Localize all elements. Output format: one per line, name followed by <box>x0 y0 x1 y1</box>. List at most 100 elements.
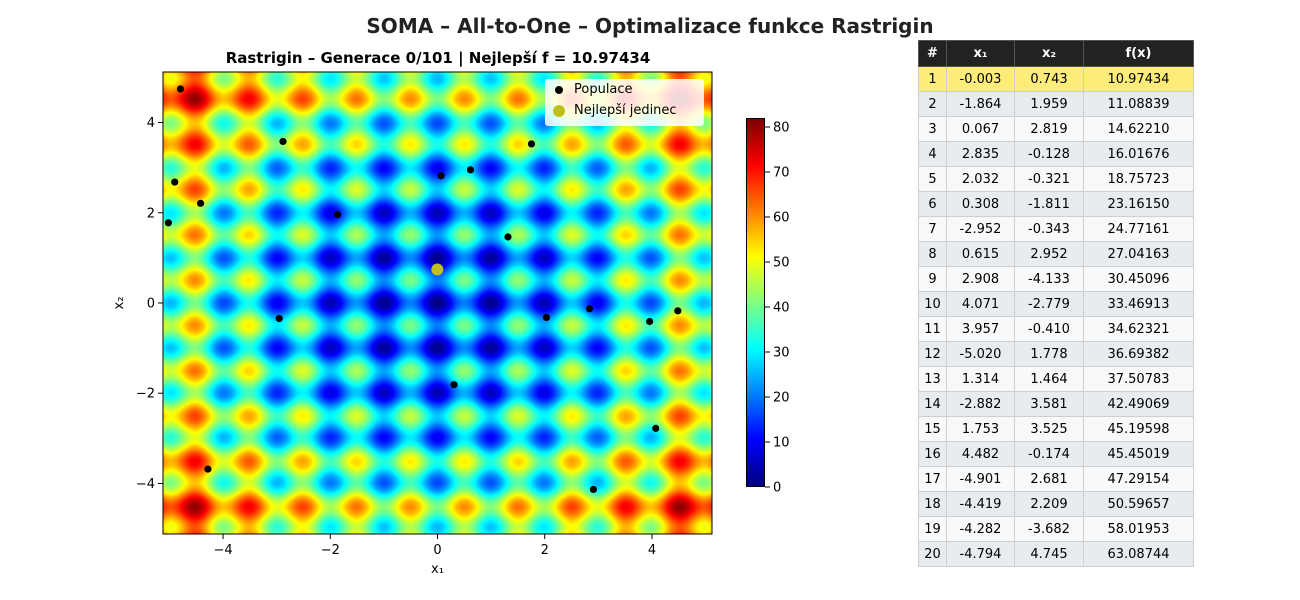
cell-index: 3 <box>918 116 947 142</box>
cell-index: 14 <box>918 391 947 417</box>
cell-x2: 1.959 <box>1014 91 1084 117</box>
table-row: 14 -2.882 3.581 42.49069 <box>918 391 1194 417</box>
table-row: 19 -4.282 -3.682 58.01953 <box>918 516 1194 542</box>
table-row: 13 1.314 1.464 37.50783 <box>918 366 1194 392</box>
cell-fx: 42.49069 <box>1083 391 1194 417</box>
table-row: 2 -1.864 1.959 11.08839 <box>918 91 1194 117</box>
cell-x1: 2.835 <box>946 141 1015 167</box>
cell-fx: 58.01953 <box>1083 516 1194 542</box>
colorbar-tick-label: 60 <box>773 211 790 226</box>
cell-fx: 63.08744 <box>1083 541 1194 567</box>
x-axis-label: x₁ <box>431 562 444 577</box>
cell-x2: -3.682 <box>1014 516 1084 542</box>
population-point <box>504 233 512 241</box>
population-point <box>652 424 660 432</box>
y-tick-label: 4 <box>147 116 155 131</box>
header-x1: x₁ <box>946 40 1015 67</box>
cell-x1: -2.952 <box>946 216 1015 242</box>
cell-x1: 0.308 <box>946 191 1015 217</box>
cell-fx: 36.69382 <box>1083 341 1194 367</box>
table-row: 5 2.032 -0.321 18.75723 <box>918 166 1194 192</box>
table-row: 12 -5.020 1.778 36.69382 <box>918 341 1194 367</box>
population-point <box>164 219 172 227</box>
table-row: 6 0.308 -1.811 23.16150 <box>918 191 1194 217</box>
cell-x1: 4.482 <box>946 441 1015 467</box>
cell-x2: 3.581 <box>1014 391 1084 417</box>
cell-x1: -4.901 <box>946 466 1015 492</box>
cell-x2: 2.681 <box>1014 466 1084 492</box>
cell-x2: -0.128 <box>1014 141 1084 167</box>
colorbar-tick-label: 40 <box>773 301 790 316</box>
y-tick-label: −2 <box>136 387 155 402</box>
cell-x1: 1.314 <box>946 366 1015 392</box>
axes-frame <box>162 71 713 535</box>
cell-index: 5 <box>918 166 947 192</box>
table-row: 10 4.071 -2.779 33.46913 <box>918 291 1194 317</box>
population-point <box>646 317 654 326</box>
cell-x1: 2.032 <box>946 166 1015 192</box>
legend-label-best: Nejlepší jedinec <box>574 103 677 118</box>
cell-fx: 45.19598 <box>1083 416 1194 442</box>
population-point <box>674 307 682 315</box>
population-point <box>176 85 185 93</box>
population-point <box>466 166 475 174</box>
x-tick-label: −4 <box>213 543 232 558</box>
population-point <box>450 381 458 389</box>
colorbar-tick-label: 30 <box>773 346 790 361</box>
table-row: 15 1.753 3.525 45.19598 <box>918 416 1194 442</box>
table-row: 4 2.835 -0.128 16.01676 <box>918 141 1194 167</box>
table-header-row: # x₁ x₂ f(x) <box>918 40 1194 67</box>
colorbar <box>746 118 765 487</box>
table-row: 3 0.067 2.819 14.62210 <box>918 116 1194 142</box>
cell-x2: -1.811 <box>1014 191 1084 217</box>
cell-index: 1 <box>918 66 947 92</box>
legend: Populace Nejlepší jedinec <box>545 79 704 126</box>
cell-index: 4 <box>918 141 947 167</box>
cell-x2: 3.525 <box>1014 416 1084 442</box>
cell-fx: 24.77161 <box>1083 216 1194 242</box>
cell-x2: 4.745 <box>1014 541 1084 567</box>
cell-fx: 45.45019 <box>1083 441 1194 467</box>
cell-x1: -4.419 <box>946 491 1015 517</box>
legend-label-population: Populace <box>574 82 633 97</box>
colorbar-tick-label: 70 <box>773 166 790 181</box>
cell-x2: 0.743 <box>1014 66 1084 92</box>
population-point <box>585 305 594 313</box>
population-point <box>196 199 205 207</box>
cell-x2: -0.410 <box>1014 316 1084 342</box>
cell-x2: 1.778 <box>1014 341 1084 367</box>
cell-x1: -4.282 <box>946 516 1015 542</box>
cell-index: 12 <box>918 341 947 367</box>
cell-fx: 27.04163 <box>1083 241 1194 267</box>
cell-fx: 23.16150 <box>1083 191 1194 217</box>
best-point <box>431 263 444 276</box>
figure-title: SOMA – All-to-One – Optimalizace funkce … <box>366 14 934 38</box>
cell-index: 8 <box>918 241 947 267</box>
cell-index: 16 <box>918 441 947 467</box>
cell-fx: 37.50783 <box>1083 366 1194 392</box>
best-marker-icon <box>553 104 565 117</box>
cell-index: 7 <box>918 216 947 242</box>
cell-x1: -4.794 <box>946 541 1015 567</box>
cell-x1: 3.957 <box>946 316 1015 342</box>
header-fx: f(x) <box>1083 40 1194 67</box>
population-marker-icon <box>555 85 563 94</box>
cell-x2: -2.779 <box>1014 291 1084 317</box>
cell-fx: 11.08839 <box>1083 91 1194 117</box>
y-axis-label: x₂ <box>112 297 127 310</box>
cell-x1: -2.882 <box>946 391 1015 417</box>
table-row: 18 -4.419 2.209 50.59657 <box>918 491 1194 517</box>
population-point <box>171 178 179 186</box>
cell-index: 19 <box>918 516 947 542</box>
cell-index: 6 <box>918 191 947 217</box>
cell-index: 11 <box>918 316 947 342</box>
x-tick-label: 4 <box>648 543 656 558</box>
plot-title: Rastrigin – Generace 0/101 | Nejlepší f … <box>225 49 651 67</box>
cell-fx: 47.29154 <box>1083 466 1194 492</box>
cell-fx: 10.97434 <box>1083 66 1194 92</box>
y-tick-label: 2 <box>147 206 155 221</box>
population-point <box>527 140 536 148</box>
cell-x1: 1.753 <box>946 416 1015 442</box>
cell-x1: 4.071 <box>946 291 1015 317</box>
